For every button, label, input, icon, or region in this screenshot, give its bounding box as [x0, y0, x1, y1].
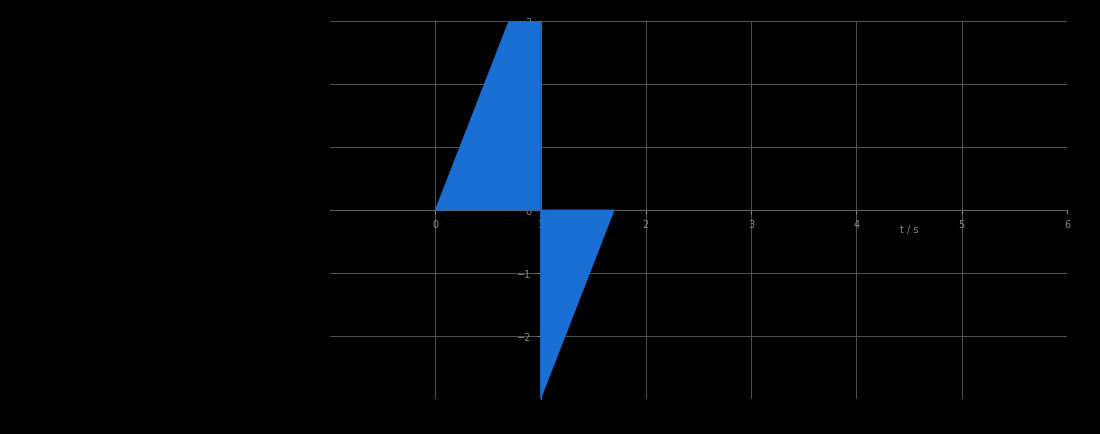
Polygon shape	[540, 210, 614, 399]
Text: t / s: t / s	[900, 224, 918, 234]
Polygon shape	[436, 22, 540, 210]
Text: F / N: F / N	[497, 45, 520, 55]
